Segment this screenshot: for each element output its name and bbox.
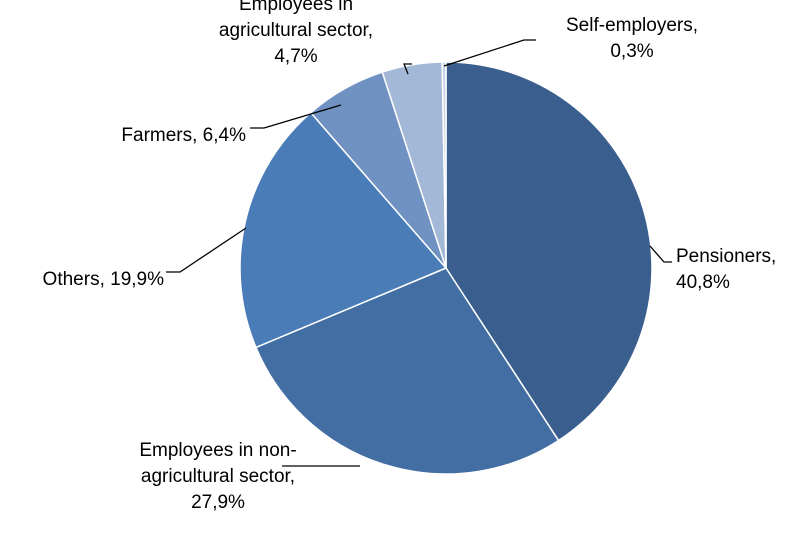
leader-line-farmers: [250, 104, 342, 129]
slice-label-line: Pensioners,: [676, 246, 776, 267]
leader-line-pensioners: [649, 245, 672, 263]
slice-label-others: Others, 19,9%: [43, 269, 165, 290]
leader-line-self-employers: [443, 39, 536, 67]
pie-slices: [239, 61, 653, 475]
leader-line-employees-in-agricultural-sector: [403, 63, 412, 75]
slice-label-line: agricultural sector,: [141, 466, 295, 487]
pie-slice-self-employers: [441, 61, 447, 269]
slice-label-line: Employees in non-: [139, 440, 296, 461]
slice-label-line: Farmers, 6,4%: [121, 125, 246, 146]
slice-label-line: agricultural sector,: [219, 20, 373, 41]
slice-label-line: 4,7%: [274, 46, 317, 67]
slice-label-line: Others, 19,9%: [43, 269, 165, 290]
slice-label-line: Employees in: [239, 0, 353, 15]
slice-label-line: 40,8%: [676, 272, 730, 293]
pie-slice-employees-in-non-agricultural-sector: [254, 267, 560, 475]
slice-label-pensioners: Pensioners, 40,8%: [676, 246, 776, 293]
slice-label-self-employers: Self-employers, 0,3%: [566, 15, 698, 62]
slice-label-line: 0,3%: [610, 41, 653, 62]
slice-label-employees-in-agricultural-sector: Employees in agricultural sector, 4,7%: [219, 0, 373, 67]
slice-label-farmers: Farmers, 6,4%: [121, 125, 246, 146]
slice-label-employees-in-non-agricultural-sector: Employees in non-agricultural sector, 27,…: [139, 440, 296, 513]
leader-line-others: [166, 227, 247, 273]
slice-labels: Pensioners, 40,8% Employees in non-agricul…: [43, 0, 777, 513]
slice-label-line: 27,9%: [191, 492, 245, 513]
pie-slice-others: [239, 111, 448, 349]
leader-lines: [166, 39, 672, 467]
slice-label-line: Self-employers,: [566, 15, 698, 36]
